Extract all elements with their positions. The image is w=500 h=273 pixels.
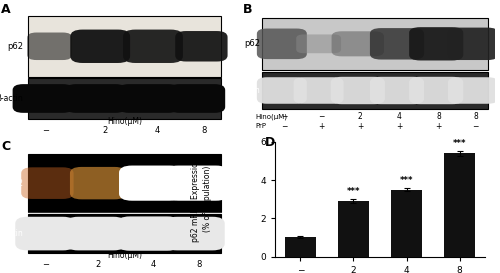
Text: p62: p62 bbox=[7, 179, 23, 188]
FancyBboxPatch shape bbox=[370, 28, 424, 60]
Bar bbox=[284, 236, 316, 257]
Bar bbox=[28, 78, 221, 119]
FancyBboxPatch shape bbox=[409, 27, 464, 60]
Text: ***: *** bbox=[453, 139, 466, 148]
FancyBboxPatch shape bbox=[12, 84, 74, 113]
Text: β-actin: β-actin bbox=[0, 94, 23, 103]
FancyBboxPatch shape bbox=[21, 167, 74, 199]
Text: ***: *** bbox=[346, 188, 360, 197]
FancyBboxPatch shape bbox=[448, 28, 498, 60]
Text: −: − bbox=[42, 126, 48, 135]
Text: 8: 8 bbox=[473, 112, 478, 121]
FancyBboxPatch shape bbox=[257, 77, 307, 104]
Text: 4: 4 bbox=[397, 112, 402, 121]
Bar bbox=[390, 190, 422, 257]
FancyBboxPatch shape bbox=[330, 77, 385, 104]
Text: Hino(μM): Hino(μM) bbox=[107, 251, 142, 260]
FancyBboxPatch shape bbox=[123, 29, 183, 63]
Text: A: A bbox=[1, 3, 11, 16]
Text: 8: 8 bbox=[201, 126, 206, 135]
Text: +: + bbox=[436, 122, 442, 130]
FancyBboxPatch shape bbox=[165, 217, 224, 250]
Text: D: D bbox=[265, 136, 275, 150]
Text: −: − bbox=[318, 112, 324, 121]
Text: +: + bbox=[357, 122, 364, 130]
FancyBboxPatch shape bbox=[448, 77, 498, 104]
Text: p62: p62 bbox=[7, 42, 23, 51]
FancyBboxPatch shape bbox=[370, 77, 424, 104]
FancyBboxPatch shape bbox=[70, 29, 130, 63]
FancyBboxPatch shape bbox=[66, 84, 126, 113]
FancyBboxPatch shape bbox=[175, 31, 228, 61]
FancyBboxPatch shape bbox=[118, 84, 179, 113]
Text: +: + bbox=[318, 122, 324, 130]
FancyBboxPatch shape bbox=[117, 216, 180, 251]
Text: −: − bbox=[281, 122, 287, 130]
Text: ***: *** bbox=[400, 176, 413, 185]
FancyBboxPatch shape bbox=[119, 165, 182, 201]
Text: −: − bbox=[42, 260, 48, 269]
Text: β-actin: β-actin bbox=[233, 86, 260, 95]
FancyBboxPatch shape bbox=[294, 77, 344, 104]
Text: 4: 4 bbox=[150, 260, 156, 269]
FancyBboxPatch shape bbox=[66, 217, 126, 250]
FancyBboxPatch shape bbox=[169, 84, 225, 113]
Text: β-actin: β-actin bbox=[0, 229, 23, 238]
Text: PrP: PrP bbox=[255, 123, 266, 129]
FancyBboxPatch shape bbox=[16, 217, 75, 250]
Text: +: + bbox=[396, 122, 402, 130]
Bar bbox=[444, 153, 476, 257]
Text: 8: 8 bbox=[196, 260, 202, 269]
Y-axis label: p62 mRNA Expression
(% of population): p62 mRNA Expression (% of population) bbox=[191, 157, 212, 242]
Text: C: C bbox=[1, 140, 11, 153]
Text: Hino(μM): Hino(μM) bbox=[255, 113, 287, 120]
Text: −: − bbox=[281, 112, 287, 121]
Text: 2: 2 bbox=[358, 112, 362, 121]
Bar bbox=[28, 154, 221, 212]
Text: 2: 2 bbox=[102, 126, 107, 135]
Text: 4: 4 bbox=[155, 126, 160, 135]
Text: 8: 8 bbox=[436, 112, 441, 121]
FancyBboxPatch shape bbox=[409, 77, 464, 104]
Text: −: − bbox=[472, 122, 478, 130]
Bar bbox=[262, 18, 488, 70]
FancyBboxPatch shape bbox=[70, 167, 126, 199]
Text: Hino(μM): Hino(μM) bbox=[107, 117, 142, 126]
Text: B: B bbox=[242, 3, 252, 16]
FancyBboxPatch shape bbox=[296, 34, 341, 53]
FancyBboxPatch shape bbox=[27, 32, 72, 60]
FancyBboxPatch shape bbox=[332, 31, 384, 56]
Text: p62: p62 bbox=[244, 39, 260, 48]
FancyBboxPatch shape bbox=[165, 165, 229, 201]
Bar bbox=[338, 201, 370, 257]
Text: 2: 2 bbox=[96, 260, 100, 269]
Bar bbox=[262, 72, 488, 109]
Bar bbox=[28, 214, 221, 253]
FancyBboxPatch shape bbox=[257, 28, 307, 59]
Bar bbox=[28, 16, 221, 77]
